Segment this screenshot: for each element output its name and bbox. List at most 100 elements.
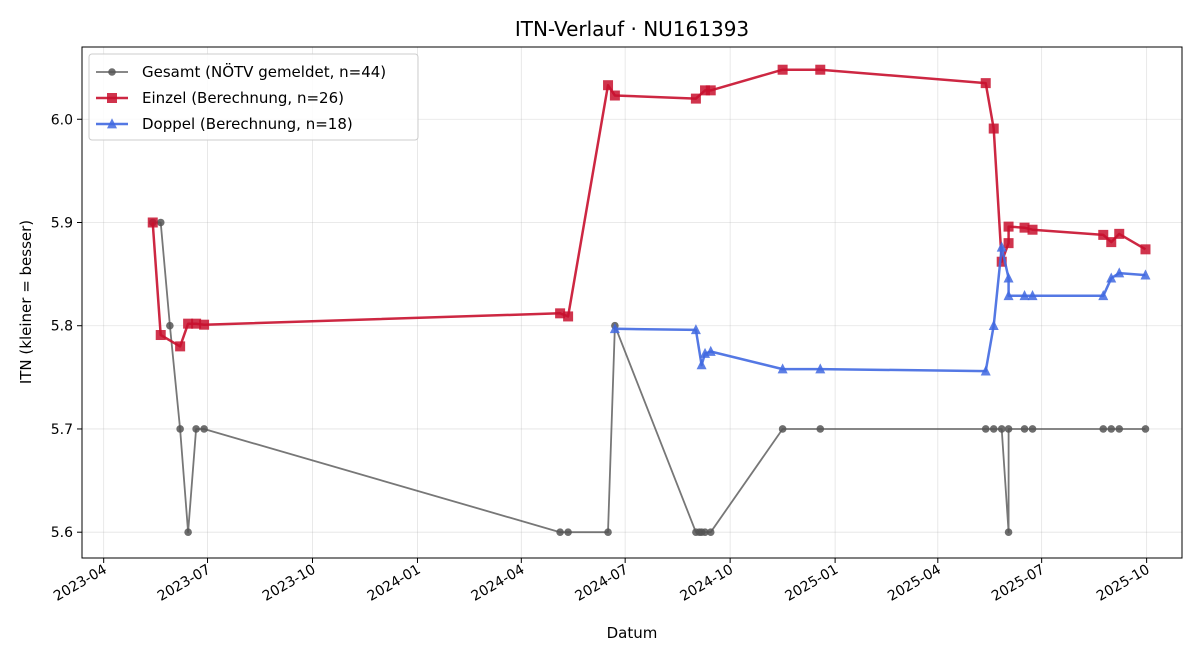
plot-frame bbox=[81, 46, 1183, 559]
data-point-doppel bbox=[1106, 272, 1117, 283]
legend-item-einzel: Einzel (Berechnung, n=26) bbox=[96, 89, 344, 107]
data-point-gesamt bbox=[192, 425, 200, 433]
y-axis-label: ITN (kleiner = besser) bbox=[17, 220, 35, 384]
data-point-doppel bbox=[1114, 267, 1125, 278]
data-point-gesamt bbox=[701, 528, 709, 536]
legend-label: Doppel (Berechnung, n=18) bbox=[142, 115, 353, 133]
data-point-einzel bbox=[147, 217, 158, 228]
legend-item-doppel: Doppel (Berechnung, n=18) bbox=[96, 115, 353, 133]
legend: Gesamt (NÖTV gemeldet, n=44) Einzel (Bere… bbox=[88, 53, 419, 141]
data-point-doppel bbox=[1140, 269, 1151, 280]
data-point-gesamt bbox=[1020, 425, 1029, 433]
data-point-doppel bbox=[690, 324, 701, 335]
x-axis-label: Datum bbox=[607, 624, 658, 642]
data-point-gesamt bbox=[604, 528, 612, 536]
data-point-einzel bbox=[988, 123, 999, 134]
data-point-doppel bbox=[988, 319, 999, 331]
data-point-doppel bbox=[705, 345, 716, 356]
data-point-doppel bbox=[609, 323, 620, 334]
data-point-einzel bbox=[777, 64, 788, 75]
data-point-gesamt bbox=[816, 425, 825, 433]
y-tick-label: 5.6 bbox=[51, 525, 73, 541]
x-tick-label: 2023-10 bbox=[260, 562, 319, 605]
data-point-gesamt bbox=[1004, 528, 1013, 536]
legend-label: Gesamt (NÖTV gemeldet, n=44) bbox=[142, 62, 386, 81]
data-point-einzel bbox=[1019, 222, 1030, 233]
data-point-doppel bbox=[1003, 272, 1014, 283]
x-tick-label: 2023-07 bbox=[155, 562, 214, 605]
data-point-einzel bbox=[563, 311, 574, 322]
chart-title: ITN-Verlauf · NU161393 bbox=[515, 17, 749, 41]
data-point-doppel bbox=[996, 241, 1007, 252]
data-point-gesamt bbox=[176, 425, 184, 433]
data-point-einzel bbox=[199, 319, 210, 330]
legend-item-gesamt: Gesamt (NÖTV gemeldet, n=44) bbox=[96, 62, 386, 81]
data-point-einzel bbox=[603, 80, 614, 91]
data-point-einzel bbox=[1114, 228, 1125, 239]
legend-swatch-marker bbox=[107, 93, 117, 103]
data-point-gesamt bbox=[166, 321, 174, 330]
y-tick-label: 5.8 bbox=[51, 319, 73, 335]
data-point-doppel bbox=[696, 359, 707, 370]
data-point-einzel bbox=[980, 78, 991, 89]
data-point-einzel bbox=[1027, 224, 1038, 235]
data-point-doppel bbox=[777, 363, 788, 374]
series-group bbox=[147, 64, 1151, 536]
series-gesamt bbox=[148, 218, 1150, 536]
data-point-einzel bbox=[1003, 221, 1014, 232]
data-point-einzel bbox=[175, 341, 186, 352]
data-point-gesamt bbox=[778, 425, 787, 433]
data-point-doppel bbox=[1019, 290, 1030, 301]
data-point-einzel bbox=[705, 85, 716, 96]
data-point-doppel bbox=[815, 363, 826, 374]
data-point-gesamt bbox=[706, 528, 715, 536]
data-point-doppel bbox=[1027, 290, 1038, 301]
data-point-gesamt bbox=[156, 218, 165, 227]
data-point-einzel bbox=[1140, 244, 1151, 255]
y-tick-label: 6.0 bbox=[51, 112, 73, 128]
legend-swatch-marker bbox=[107, 118, 117, 129]
data-point-doppel bbox=[1098, 290, 1109, 301]
y-tick-label: 5.7 bbox=[51, 422, 73, 438]
data-point-einzel bbox=[155, 330, 166, 341]
x-tick-label: 2025-01 bbox=[782, 562, 841, 605]
data-point-gesamt bbox=[1107, 425, 1116, 433]
x-tick-label: 2024-07 bbox=[572, 562, 631, 605]
data-point-einzel bbox=[609, 90, 620, 101]
data-point-einzel bbox=[700, 85, 711, 96]
y-tick-label: 5.9 bbox=[51, 215, 73, 231]
data-point-gesamt bbox=[981, 425, 990, 433]
x-tick-label: 2025-04 bbox=[885, 562, 944, 605]
series-doppel bbox=[609, 241, 1151, 376]
x-tick-label: 2025-07 bbox=[989, 562, 1048, 605]
data-point-einzel bbox=[690, 93, 701, 104]
series-line-gesamt bbox=[152, 221, 1146, 534]
data-point-einzel bbox=[996, 256, 1007, 267]
data-point-doppel bbox=[980, 365, 991, 376]
x-tick-label: 2023-04 bbox=[51, 562, 110, 605]
data-point-gesamt bbox=[1028, 425, 1037, 433]
data-point-gesamt bbox=[564, 528, 572, 536]
data-point-einzel bbox=[183, 318, 194, 329]
legend-box bbox=[88, 53, 419, 141]
data-point-gesamt bbox=[989, 425, 998, 433]
data-point-gesamt bbox=[1099, 425, 1108, 433]
legend-swatch-marker bbox=[108, 68, 116, 76]
data-point-einzel bbox=[1003, 238, 1014, 249]
data-point-einzel bbox=[555, 308, 566, 319]
data-point-gesamt bbox=[184, 528, 192, 536]
data-point-einzel bbox=[191, 318, 202, 329]
data-point-gesamt bbox=[997, 425, 1006, 433]
x-tick-label: 2024-04 bbox=[469, 562, 528, 605]
data-point-gesamt bbox=[556, 528, 564, 536]
x-tick-label: 2025-10 bbox=[1094, 562, 1153, 605]
data-point-gesamt bbox=[1115, 425, 1124, 433]
x-tick-label: 2024-01 bbox=[365, 562, 424, 605]
data-point-einzel bbox=[1098, 229, 1109, 240]
series-line-doppel bbox=[614, 246, 1146, 373]
x-tick-label: 2024-10 bbox=[677, 562, 736, 605]
data-point-einzel bbox=[815, 64, 826, 75]
legend-label: Einzel (Berechnung, n=26) bbox=[142, 89, 344, 107]
series-einzel bbox=[147, 64, 1151, 352]
data-point-gesamt bbox=[200, 425, 208, 433]
